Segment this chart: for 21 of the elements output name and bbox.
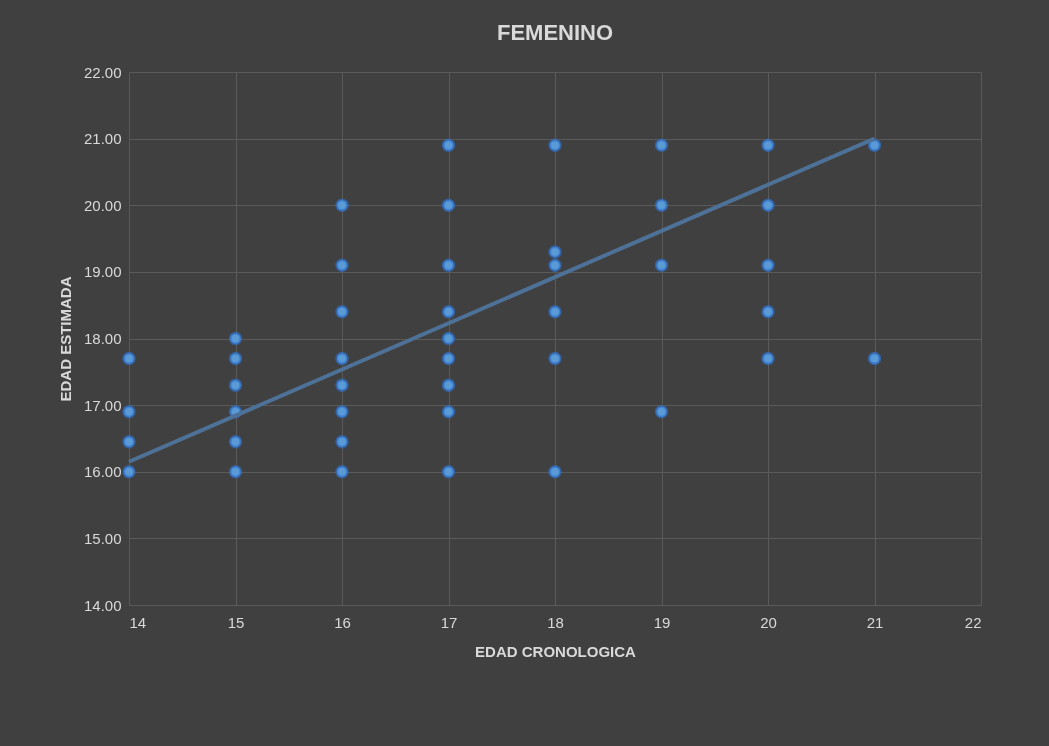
x-axis-title: EDAD CRONOLOGICA — [475, 642, 637, 660]
y-tick-label: 16.00 — [83, 463, 122, 481]
y-tick-label: 18.00 — [83, 330, 122, 347]
x-tick-label: 18 — [547, 613, 564, 631]
y-tick-label: 22.00 — [83, 63, 122, 81]
x-tick-label: 21 — [866, 613, 884, 631]
chart-title: FEMENINO — [496, 20, 614, 45]
x-tick-label: 15 — [227, 613, 245, 631]
x-tick-label: 14 — [129, 613, 147, 631]
x-tick-label: 19 — [653, 613, 671, 631]
x-tick-label: 17 — [440, 613, 458, 631]
y-tick-label: 15.00 — [83, 529, 122, 547]
x-tick-label: 20 — [760, 613, 777, 631]
y-tick-label: 14.00 — [83, 596, 122, 614]
y-tick-label: 19.00 — [83, 263, 122, 281]
y-tick-label: 17.00 — [83, 396, 122, 414]
y-axis-title: EDAD ESTIMADA — [56, 276, 74, 402]
y-tick-label: 21.00 — [83, 130, 122, 148]
x-tick-label: 22 — [964, 613, 982, 631]
x-tick-label: 16 — [334, 613, 351, 631]
y-tick-label: 20.00 — [83, 196, 122, 214]
